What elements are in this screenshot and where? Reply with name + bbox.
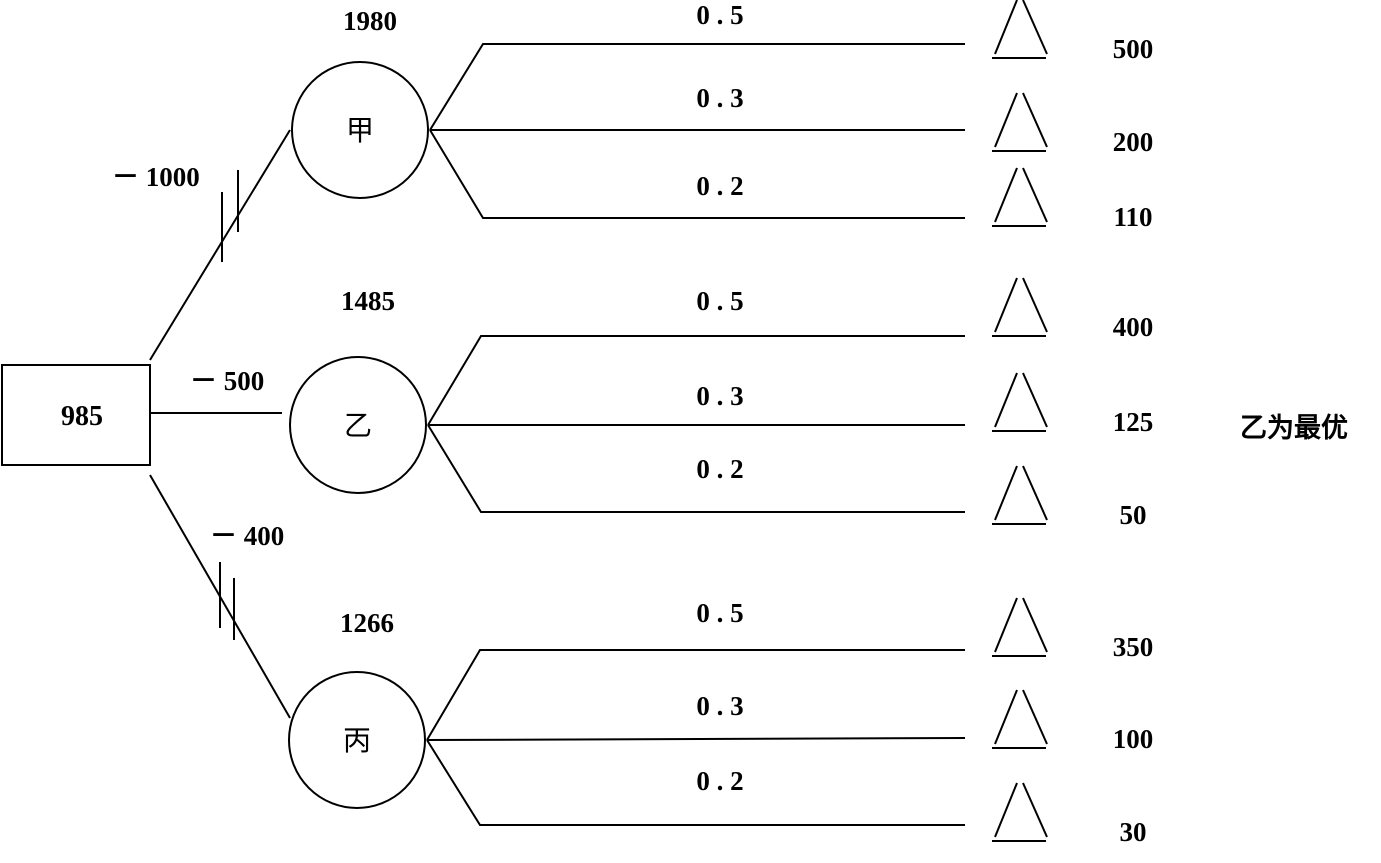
terminal-node-icon [1022,372,1048,428]
branch-cost: － 1000 [112,162,200,192]
payoff-value: 200 [1113,127,1154,157]
payoff-value: 110 [1113,202,1152,232]
terminal-node-icon [994,689,1018,745]
chance-node-label: 乙 [344,409,372,442]
probability-label: 0 . 3 [696,83,743,113]
probability-label: 0 . 2 [696,171,743,201]
probability-label: 0 . 5 [696,598,743,628]
conclusion-text: 乙为最优 [1240,413,1348,444]
outcome-branch [426,739,965,826]
expected-value: 1485 [341,286,395,316]
outcome-branch [427,335,965,426]
chance-node [288,671,426,809]
outcome-branch [429,43,965,131]
terminal-node-icon [994,372,1018,428]
outcome-branch [426,649,965,741]
payoff-value: 125 [1113,407,1154,437]
probability-label: 0 . 2 [696,766,743,796]
terminal-node-icon [994,465,1018,521]
payoff-value: 500 [1113,34,1154,64]
chance-node [289,356,427,494]
terminal-node-icon [1022,92,1048,148]
branch-cost: － 500 [190,366,264,396]
terminal-node-icon [994,0,1018,55]
probability-label: 0 . 3 [696,691,743,721]
probability-label: 0 . 3 [696,381,743,411]
terminal-node-icon [1022,277,1048,333]
expected-value: 1980 [343,6,397,36]
decision-node-box [1,364,151,466]
payoff-value: 30 [1120,817,1147,847]
terminal-node-icon [1022,597,1048,653]
chance-node-label: 甲 [346,114,374,147]
probability-label: 0 . 5 [696,0,743,30]
terminal-node-icon [1022,782,1048,838]
outcome-branch [426,737,966,741]
probability-label: 0 . 2 [696,454,743,484]
payoff-value: 50 [1120,500,1147,530]
chance-node-label: 丙 [343,724,371,757]
decision-branch [149,129,291,361]
terminal-node-icon [1022,465,1048,521]
terminal-node-icon [994,167,1018,223]
payoff-value: 100 [1113,724,1154,754]
terminal-node-icon [1022,167,1048,223]
terminal-node-icon [994,277,1018,333]
expected-value: 1266 [340,608,394,638]
outcome-branch [427,424,965,513]
terminal-node-icon [994,92,1018,148]
payoff-value: 400 [1113,312,1154,342]
payoff-value: 350 [1113,632,1154,662]
outcome-branch [429,129,965,219]
decision-node-value: 985 [61,401,103,432]
terminal-node-icon [994,782,1018,838]
branch-cost: － 400 [210,521,284,551]
probability-label: 0 . 5 [696,286,743,316]
chance-node [291,61,429,199]
terminal-node-icon [1022,0,1048,55]
terminal-node-icon [1022,689,1048,745]
terminal-node-icon [994,597,1018,653]
